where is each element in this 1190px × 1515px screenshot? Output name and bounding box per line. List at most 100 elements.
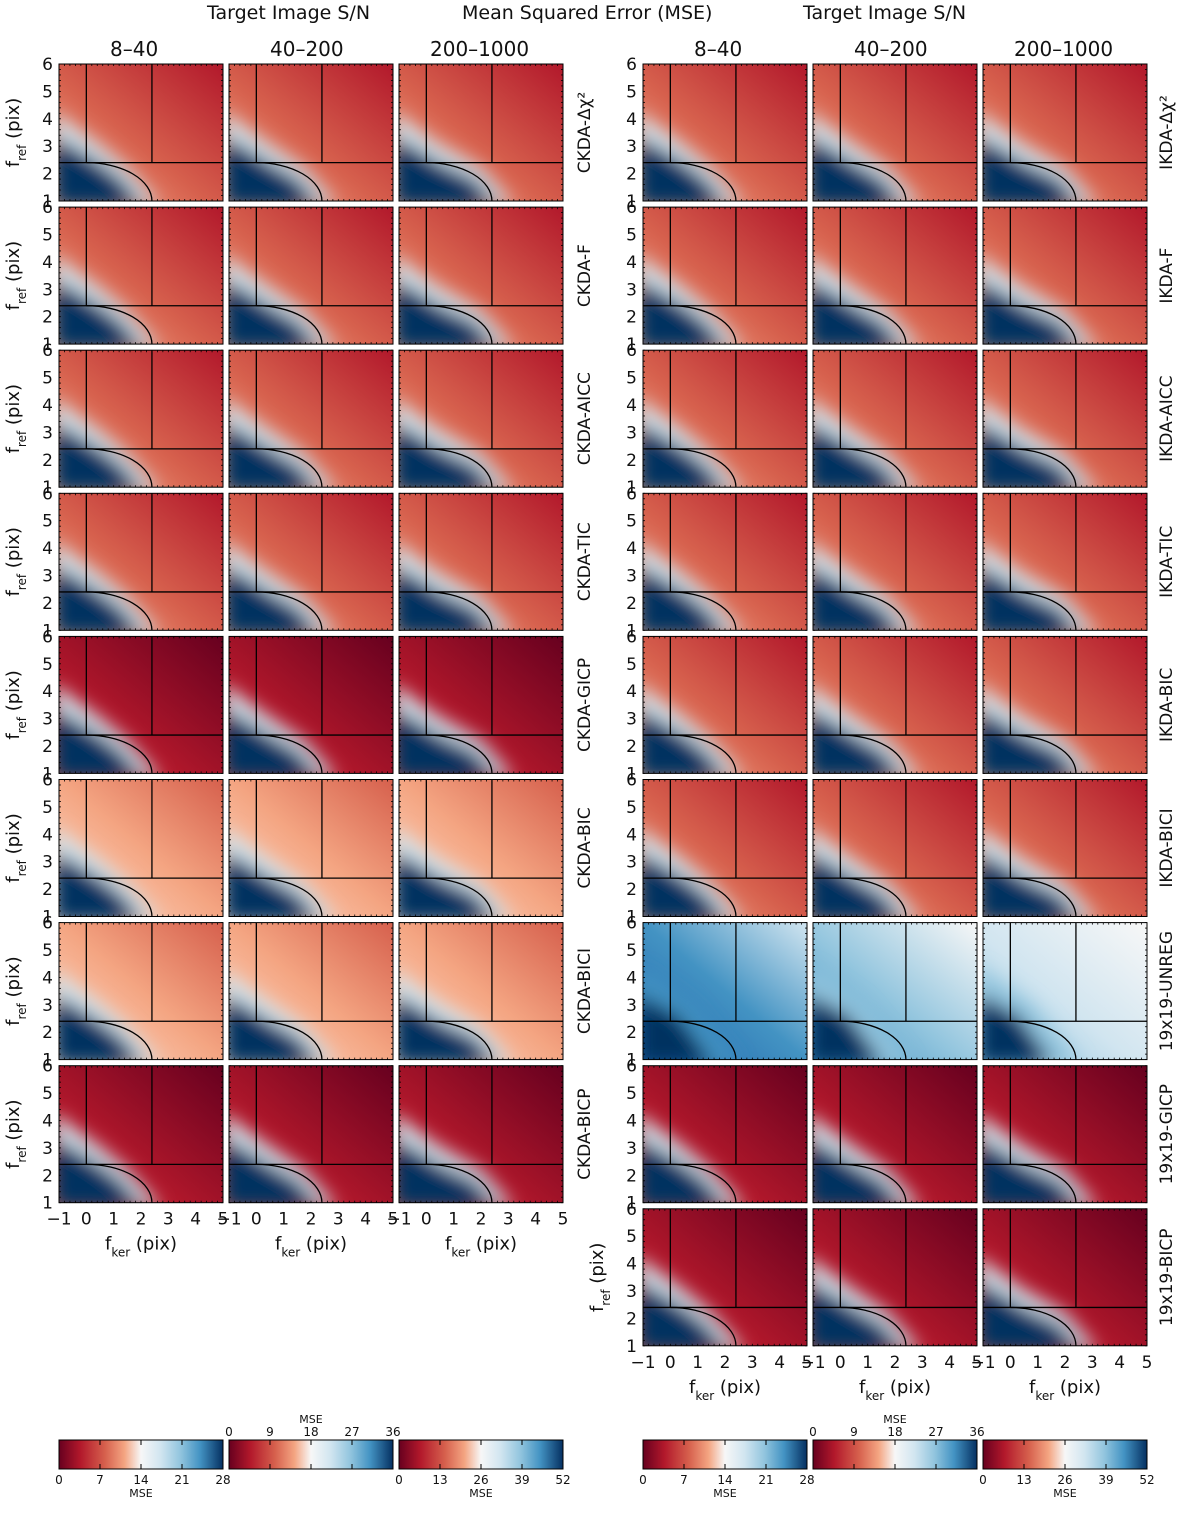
high-mse-region [643, 258, 740, 345]
left-r5-ylabel: fref (pix) [3, 670, 29, 739]
colorbar-tick-label: 9 [850, 1425, 858, 1439]
left-r3-ytick-label: 3 [42, 423, 53, 443]
left-col1-xtick-label: 3 [163, 1210, 174, 1230]
left-r3-ytick-label: 4 [42, 396, 53, 416]
left-r6-ytick-label: 4 [42, 825, 53, 845]
right-col1-xtick-label: −1 [630, 1353, 655, 1373]
right-r7-ytick-label: 5 [626, 941, 637, 961]
right-r6-ytick-label: 5 [626, 798, 637, 818]
heatmap-panel-right-r5-c1 [642, 635, 808, 774]
high-mse-region [229, 258, 333, 345]
colorbar-tick-label: 21 [758, 1473, 773, 1487]
colorbar-right-2: 0 9 18 27 36 MSE [809, 1413, 985, 1470]
right-last-ylabel: fref (pix) [587, 1243, 613, 1312]
left-r4-ytick-label: 3 [42, 567, 53, 587]
heatmap-panel-left-r8-c1 [58, 1065, 224, 1204]
boundary-curve [1010, 448, 1077, 488]
heatmap-panel-left-r7-c2 [228, 922, 394, 1061]
right-r9-ytick-label: 2 [626, 1309, 637, 1329]
left-r7-ytick-label: 3 [42, 996, 53, 1016]
left-r3-ytick-label: 6 [42, 341, 53, 361]
left-r4-ylabel: fref (pix) [3, 527, 29, 596]
heatmap-panel-left-r3-c1 [58, 349, 224, 488]
row-label-right-1: IKDA-Δχ² [1157, 95, 1177, 170]
heatmap-panel-left-r2-c1 [58, 206, 224, 345]
heatmap-panel-left-r1-c2 [228, 63, 394, 202]
colorbar-tick-label: 13 [432, 1473, 447, 1487]
colorbar-tick-label: 0 [639, 1473, 647, 1487]
left-r2-ytick-label: 4 [42, 253, 53, 273]
right-r6-ytick-label: 3 [626, 853, 637, 873]
right-col2-xlabel: fker (pix) [859, 1377, 931, 1403]
left-col3-xtick-label: 3 [503, 1210, 514, 1230]
colorbar-tick-label: 52 [555, 1473, 570, 1487]
heatmap-panel-right-r5-c2 [812, 635, 978, 774]
row-label-left-8: CKDA-BICP [575, 1088, 595, 1179]
left-sn-bin-2: 40–200 [270, 37, 344, 61]
high-mse-region [59, 401, 156, 488]
boundary-curve [840, 161, 907, 202]
left-r8-ylabel: fref (pix) [3, 1099, 29, 1168]
left-col3-xtick-label: 4 [530, 1210, 541, 1230]
heatmap-panel-left-r6-c3 [398, 779, 564, 917]
left-r3-ylabel: fref (pix) [3, 384, 29, 453]
right-r6-ytick-label: 1 [626, 908, 637, 928]
high-mse-region [229, 830, 333, 917]
boundary-curve [840, 1306, 907, 1346]
colorbar-label: MSE [299, 1413, 322, 1426]
heatmap-panel-left-r3-c3 [398, 349, 564, 488]
right-r9-ytick-label: 5 [626, 1227, 637, 1247]
heatmap-panel-right-r9-c2 [812, 1208, 978, 1347]
left-r6-ytick-label: 5 [42, 798, 53, 818]
high-mse-region [813, 401, 917, 488]
right-r1-ytick-label: 5 [626, 82, 637, 102]
colorbar-tick-label: 28 [215, 1473, 230, 1487]
high-mse-region [229, 544, 333, 631]
left-r1-ytick-label: 4 [42, 110, 53, 130]
heatmap-panel-left-r6-c2 [228, 779, 394, 917]
left-r4-ytick-label: 2 [42, 594, 53, 614]
left-col1-xtick-label: 5 [218, 1210, 229, 1230]
left-r6-ylabel: fref (pix) [3, 813, 29, 882]
colorbar-tick-label: 18 [303, 1425, 318, 1439]
high-mse-region [643, 687, 740, 774]
row-label-left-6: CKDA-BIC [575, 807, 595, 888]
right-r3-ytick-label: 5 [626, 369, 637, 389]
high-mse-region [813, 687, 917, 774]
high-mse-region [59, 973, 156, 1060]
heatmap-panel-right-r3-c3 [982, 349, 1148, 488]
colorbar-tick-label: 7 [96, 1473, 104, 1487]
heatmap-panel-left-r7-c1 [58, 922, 224, 1061]
left-r4-ytick-label: 6 [42, 484, 53, 504]
boundary-curve [256, 448, 323, 488]
boundary-curve [426, 448, 493, 488]
boundary-curve [670, 1020, 737, 1060]
boundary-curve [1010, 877, 1077, 917]
heatmap-panel-left-r4-c3 [398, 492, 564, 631]
boundary-curve [1010, 734, 1077, 774]
right-r6-ytick-label: 4 [626, 825, 637, 845]
high-mse-region [643, 115, 740, 201]
heatmap-panel-right-r3-c1 [642, 349, 808, 488]
right-col2-xtick-label: 4 [944, 1353, 955, 1373]
right-r3-ytick-label: 3 [626, 423, 637, 443]
colorbar-tick-label: 13 [1016, 1473, 1031, 1487]
right-r5-ytick-label: 1 [626, 764, 637, 784]
right-col2-xtick-label: −1 [800, 1353, 825, 1373]
boundary-curve [426, 877, 493, 917]
heatmap-panel-right-r2-c3 [982, 206, 1148, 345]
left-r6-ytick-label: 1 [42, 908, 53, 928]
heatmap-panel-right-r2-c1 [642, 206, 808, 345]
left-col3-xtick-label: 1 [448, 1210, 459, 1230]
right-r5-ytick-label: 6 [626, 627, 637, 647]
left-r2-ytick-label: 2 [42, 308, 53, 328]
right-r2-ytick-label: 6 [626, 198, 637, 218]
boundary-curve [1010, 161, 1077, 202]
row-label-left-3: CKDA-AICC [575, 372, 595, 465]
right-r4-ytick-label: 1 [626, 621, 637, 641]
right-col1-xtick-label: 3 [747, 1353, 758, 1373]
left-r8-ytick-label: 6 [42, 1057, 53, 1077]
left-r6-ytick-label: 6 [42, 771, 53, 791]
right-col2-xtick-label: 1 [862, 1353, 873, 1373]
right-sn-bin-3: 200–1000 [1014, 37, 1114, 61]
